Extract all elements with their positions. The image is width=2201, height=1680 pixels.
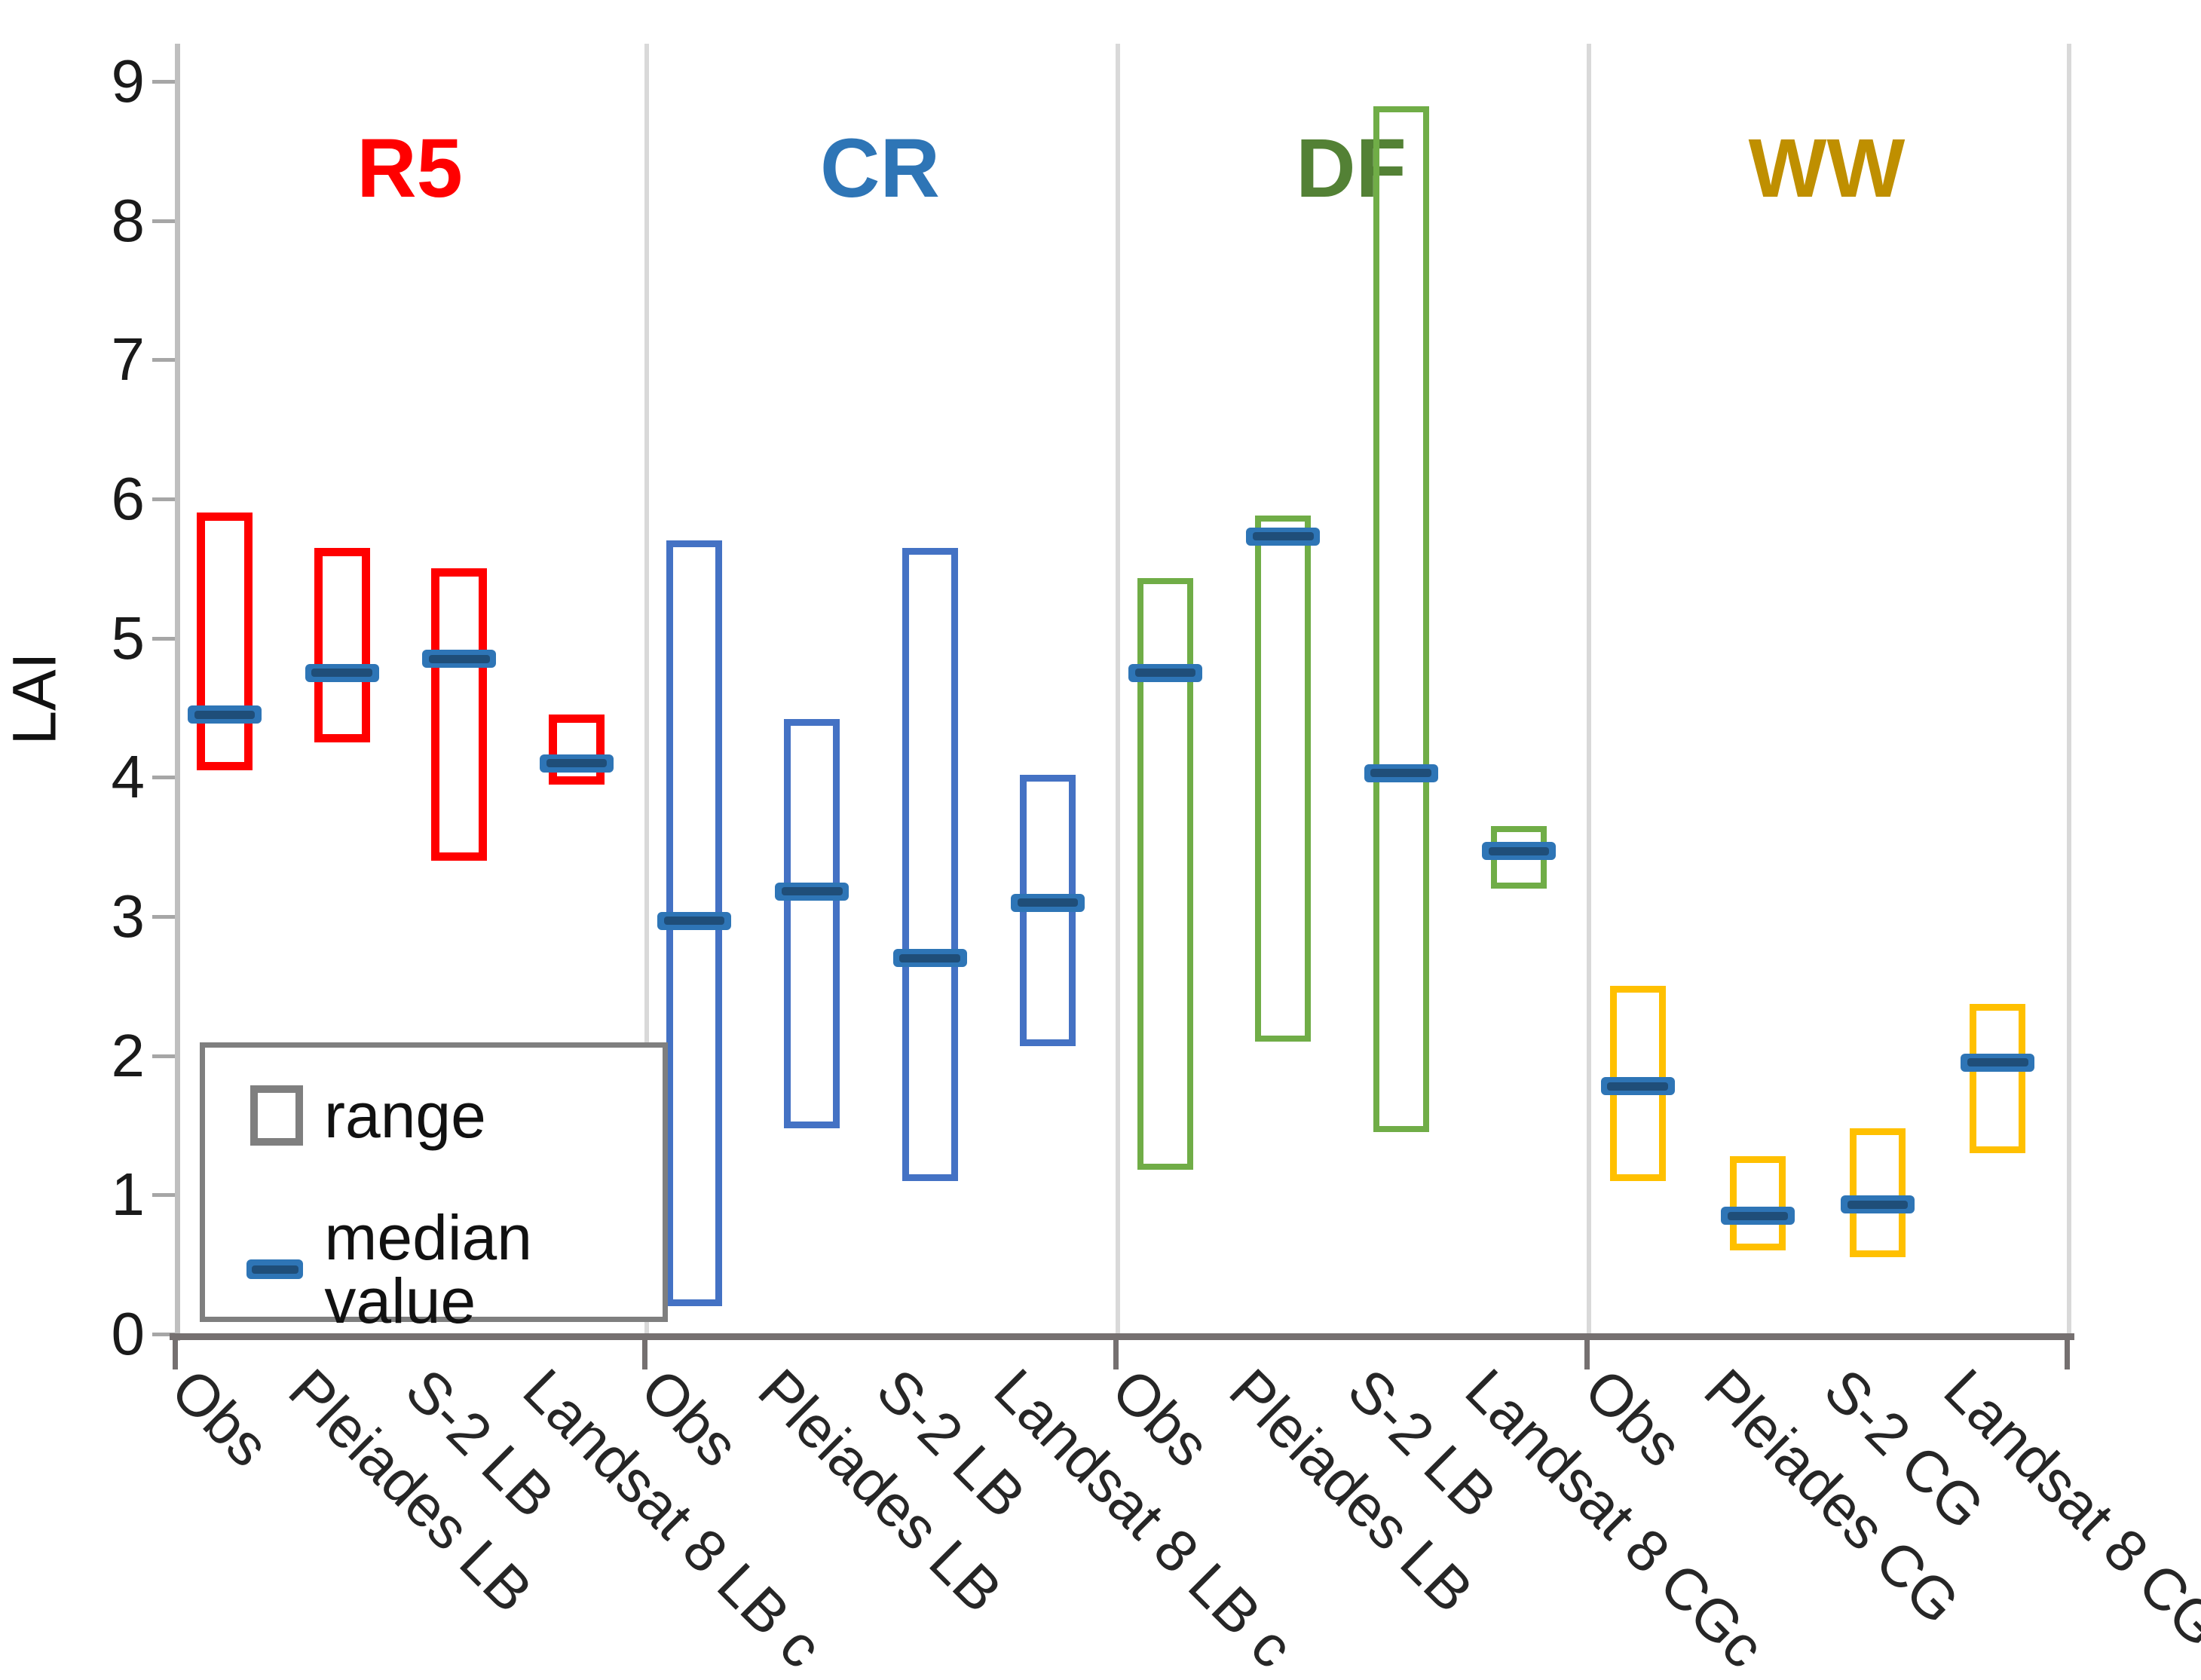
x-axis-group-tick xyxy=(2065,1333,2070,1369)
median-bar xyxy=(1600,1077,1675,1096)
y-tick-label: 1 xyxy=(111,1161,145,1229)
range-box xyxy=(1729,1155,1786,1251)
group-title-cr: CR xyxy=(820,122,940,215)
median-bar-core xyxy=(1253,532,1314,541)
range-box xyxy=(902,547,958,1181)
legend-entry-median: median value xyxy=(246,1206,663,1333)
median-bar-core xyxy=(429,654,490,663)
median-bar-core xyxy=(311,669,372,678)
median-bar-core xyxy=(1727,1211,1789,1220)
group-title-df: DF xyxy=(1296,122,1407,215)
median-bar xyxy=(1246,527,1321,546)
range-box xyxy=(1137,578,1194,1170)
median-bar xyxy=(1128,663,1203,682)
range-box xyxy=(1255,516,1312,1042)
median-bar xyxy=(1364,763,1438,782)
median-bar xyxy=(1010,893,1085,912)
group-title-ww: WW xyxy=(1748,122,1906,215)
range-box xyxy=(196,513,253,771)
range-box xyxy=(314,547,370,743)
range-box xyxy=(431,568,488,861)
median-bar-core xyxy=(663,917,725,926)
y-tick-mark xyxy=(152,915,175,919)
y-tick-mark xyxy=(152,80,175,84)
median-bar-core xyxy=(899,953,960,962)
x-axis-group-tick xyxy=(1584,1333,1590,1369)
y-tick-label: 8 xyxy=(111,186,145,254)
range-box xyxy=(1373,106,1429,1133)
median-bar-core xyxy=(546,759,608,768)
y-tick-label: 0 xyxy=(111,1300,145,1367)
x-category-label: Obs xyxy=(158,1356,282,1480)
median-bar-core xyxy=(1134,669,1196,678)
median-bar-core xyxy=(1370,769,1431,778)
group-separator-line xyxy=(1587,44,1591,1334)
range-box xyxy=(784,718,840,1128)
range-box xyxy=(1850,1128,1906,1258)
median-bar-core xyxy=(782,887,843,896)
median-dash-icon xyxy=(246,1259,304,1279)
y-tick-label: 5 xyxy=(111,604,145,672)
legend-range-label: range xyxy=(324,1080,486,1151)
y-tick-label: 3 xyxy=(111,883,145,950)
x-axis-group-tick xyxy=(1113,1333,1119,1369)
median-bar xyxy=(422,650,497,669)
y-tick-label: 4 xyxy=(111,743,145,811)
legend: range median value xyxy=(200,1042,668,1333)
y-tick-label: 7 xyxy=(111,326,145,393)
median-bar xyxy=(775,882,849,901)
median-bar-core xyxy=(1488,846,1550,855)
y-tick-label: 2 xyxy=(111,1021,145,1089)
group-separator-line xyxy=(1116,44,1120,1334)
range-box-icon xyxy=(250,1085,303,1146)
range-box xyxy=(549,715,605,785)
group-separator-line xyxy=(644,44,649,1334)
lai-range-median-chart: LAI 0 1 2 3 4 5 6 7 8 9 R5 Obs Pleiades LB S-2 LB Land… xyxy=(0,44,2201,1680)
median-bar-core xyxy=(1847,1200,1909,1209)
y-tick-mark xyxy=(152,636,175,641)
group-title-r5: R5 xyxy=(357,122,463,215)
median-bar xyxy=(657,911,732,930)
median-bar-core xyxy=(1967,1058,2028,1067)
legend-entry-range: range xyxy=(250,1084,486,1147)
median-bar-core xyxy=(1017,898,1079,907)
median-bar xyxy=(1481,842,1556,861)
y-tick-mark xyxy=(152,219,175,223)
median-dash-core xyxy=(251,1265,298,1274)
y-tick-label: 9 xyxy=(111,47,145,115)
group-separator-line xyxy=(2067,44,2071,1334)
y-tick-mark xyxy=(152,497,175,501)
y-tick-label: 6 xyxy=(111,465,145,532)
x-axis-line xyxy=(170,1333,2074,1340)
y-tick-mark xyxy=(152,1193,175,1198)
median-bar xyxy=(305,663,379,682)
y-tick-mark xyxy=(152,1054,175,1058)
median-bar xyxy=(187,705,262,724)
y-tick-mark xyxy=(152,358,175,363)
range-box xyxy=(1970,1004,2026,1153)
legend-median-label: median value xyxy=(324,1202,532,1336)
median-bar xyxy=(892,949,967,968)
y-tick-mark xyxy=(152,776,175,780)
median-bar-core xyxy=(194,710,256,719)
median-bar xyxy=(540,754,614,773)
median-bar xyxy=(1841,1195,1915,1214)
y-tick-mark xyxy=(152,1333,175,1336)
x-category-label: Landsat 8 CGc xyxy=(1931,1356,2201,1680)
y-axis-line xyxy=(175,44,180,1341)
x-axis-group-tick xyxy=(642,1333,647,1369)
median-bar-core xyxy=(1607,1082,1668,1091)
x-axis-group-tick xyxy=(173,1333,178,1369)
median-bar xyxy=(1720,1207,1795,1226)
median-bar xyxy=(1961,1053,2035,1072)
